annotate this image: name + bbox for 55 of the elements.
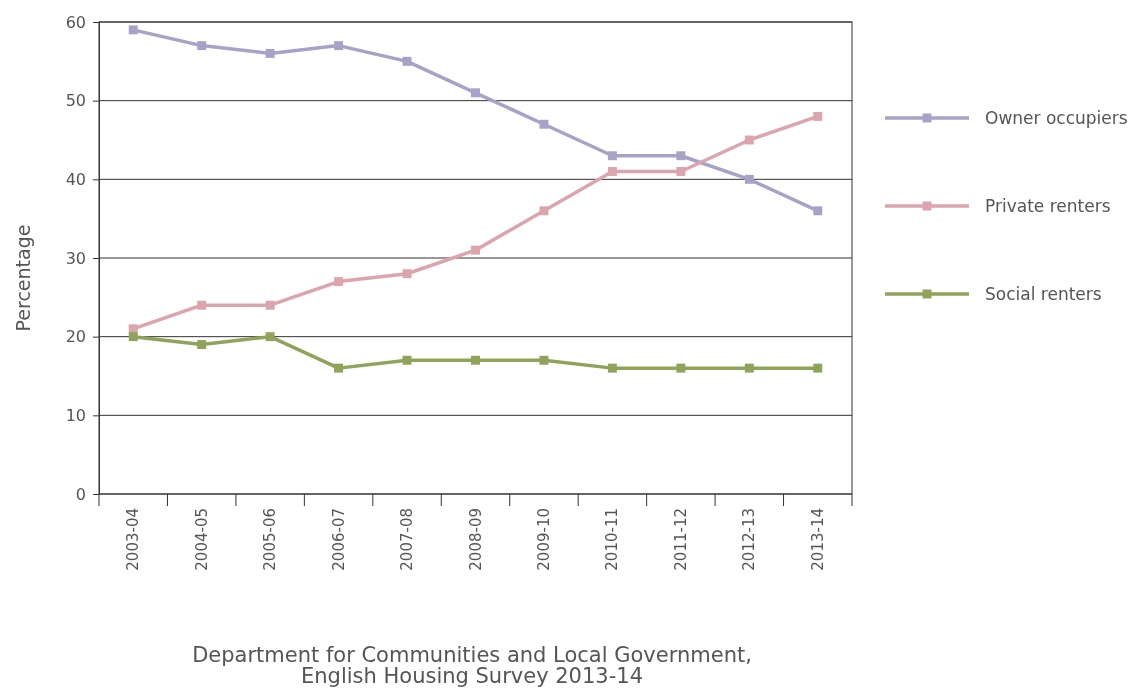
point <box>539 119 549 129</box>
point <box>334 41 344 51</box>
point <box>197 300 207 310</box>
point <box>402 56 412 66</box>
point <box>607 166 617 176</box>
text: Department for Communities and Local Government, English Housing Survey 2013-14 <box>192 643 752 688</box>
x-tick-label: 2004-05 <box>192 508 211 571</box>
point <box>744 363 754 373</box>
point <box>813 206 823 216</box>
x-tick-label: 2003-04 <box>124 508 143 571</box>
point <box>265 48 275 58</box>
x-tick-label: 2010-11 <box>603 508 622 571</box>
x-tick-label: 2009-10 <box>534 508 553 571</box>
point <box>813 111 823 121</box>
point <box>744 174 754 184</box>
legend-label: Private renters <box>985 196 1111 216</box>
point <box>197 41 207 51</box>
y-tick-label: 40 <box>65 169 86 189</box>
point <box>607 363 617 373</box>
point <box>128 25 138 35</box>
legend-label: Owner occupiers <box>985 108 1128 128</box>
point <box>813 363 823 373</box>
legend-label: Social renters <box>985 284 1102 304</box>
point <box>402 355 412 365</box>
point <box>607 151 617 161</box>
point <box>128 332 138 342</box>
point <box>471 245 480 255</box>
point <box>402 269 412 279</box>
x-tick-label: 2011-12 <box>671 508 690 571</box>
y-tick-label: 50 <box>65 91 86 111</box>
point <box>471 355 480 365</box>
point <box>676 363 686 373</box>
point <box>744 135 754 145</box>
point <box>334 277 344 287</box>
y-tick-label: 60 <box>65 12 86 32</box>
y-tick-label: 30 <box>65 248 86 268</box>
point <box>265 332 275 342</box>
x-tick-label: 2005-06 <box>261 508 280 571</box>
point <box>197 340 207 350</box>
x-tick-label: 2013-14 <box>808 508 827 571</box>
y-tick-label: 0 <box>75 484 86 504</box>
x-tick-label: 2012-13 <box>740 508 759 571</box>
point <box>539 355 549 365</box>
y-tick-label: 10 <box>65 405 86 425</box>
point <box>676 151 686 161</box>
point <box>471 88 480 98</box>
x-tick-label: 2008-09 <box>466 508 485 571</box>
point <box>539 206 549 216</box>
y-tick-label: 20 <box>65 327 86 347</box>
y-axis-title: Percentage <box>12 224 34 332</box>
point <box>334 363 344 373</box>
x-tick-label: 2006-07 <box>329 508 348 571</box>
x-tick-label: 2007-08 <box>398 508 417 571</box>
point <box>676 166 686 176</box>
point <box>265 300 275 310</box>
